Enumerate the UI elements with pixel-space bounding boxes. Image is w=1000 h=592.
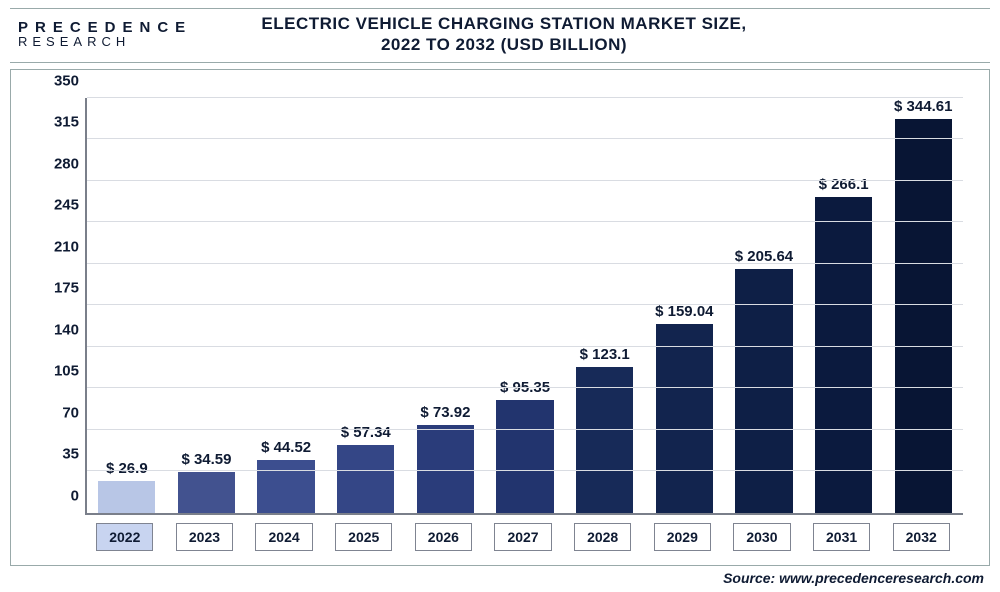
bar-slot: $ 73.92 [406,98,486,514]
title-line1: ELECTRIC VEHICLE CHARGING STATION MARKET… [168,13,840,34]
gridline [87,470,963,471]
x-label-box: 2023 [165,523,245,551]
logo-bottom: RESEARCH [18,35,168,49]
gridline [87,263,963,264]
bar-value-label: $ 123.1 [580,346,630,363]
chart-title: ELECTRIC VEHICLE CHARGING STATION MARKET… [168,13,990,56]
bar-slot: $ 266.1 [804,98,884,514]
x-axis-labels: 2022 2023 2024 2025 2026 2027 2028 2029 2030 2031… [85,523,961,551]
x-label-box: 2029 [642,523,722,551]
plot-area: $ 26.9 $ 34.59 $ 44.52 $ 57.34 $ 73.92 $ 95.3… [85,98,963,516]
y-tick-label: 245 [33,197,79,214]
x-axis-label: 2029 [654,523,711,551]
bar-value-label: $ 159.04 [655,303,713,320]
chart-area: $ 26.9 $ 34.59 $ 44.52 $ 57.34 $ 73.92 $ 95.3… [10,69,990,567]
x-label-box: 2031 [802,523,882,551]
bar [417,425,474,513]
y-tick-label: 140 [33,321,79,338]
bar-value-label: $ 57.34 [341,424,391,441]
gridline [87,221,963,222]
bar-value-label: $ 34.59 [181,451,231,468]
bar-slot: $ 344.61 [883,98,963,514]
x-label-box: 2032 [881,523,961,551]
gridline [87,346,963,347]
gridline [87,180,963,181]
x-axis-label: 2028 [574,523,631,551]
x-axis-label: 2032 [893,523,950,551]
chart-frame: PRECEDENCE RESEARCH ELECTRIC VEHICLE CHA… [0,0,1000,592]
gridline [87,429,963,430]
bar-value-label: $ 73.92 [420,404,470,421]
logo-top: PRECEDENCE [18,20,168,35]
y-tick-label: 70 [33,404,79,421]
title-line2: 2022 TO 2032 (USD BILLION) [168,34,840,55]
x-label-box: 2025 [324,523,404,551]
bar [895,119,952,514]
gridline [87,138,963,139]
bar-value-label: $ 344.61 [894,98,952,115]
bar [98,481,155,513]
bar-slot: $ 205.64 [724,98,804,514]
x-axis-label: 2025 [335,523,392,551]
y-tick-label: 105 [33,363,79,380]
x-axis-label: 2023 [176,523,233,551]
y-tick-label: 280 [33,155,79,172]
x-axis-label: 2024 [255,523,312,551]
y-tick-label: 35 [33,446,79,463]
y-tick-label: 175 [33,280,79,297]
x-label-box: 2024 [244,523,324,551]
bars-row: $ 26.9 $ 34.59 $ 44.52 $ 57.34 $ 73.92 $ 95.3… [87,98,963,514]
y-tick-label: 315 [33,114,79,131]
y-tick-label: 0 [33,488,79,505]
bar-slot: $ 123.1 [565,98,645,514]
bar [576,367,633,513]
x-label-box: 2022 [85,523,165,551]
x-axis-label: 2031 [813,523,870,551]
bar-slot: $ 159.04 [644,98,724,514]
header: PRECEDENCE RESEARCH ELECTRIC VEHICLE CHA… [10,8,990,63]
bar [656,324,713,513]
x-axis-label: 2027 [494,523,551,551]
bar-slot: $ 57.34 [326,98,406,514]
y-tick-label: 210 [33,238,79,255]
gridline [87,304,963,305]
bar-value-label: $ 26.9 [106,460,148,477]
x-axis-label: 2030 [733,523,790,551]
x-label-box: 2030 [722,523,802,551]
bar-value-label: $ 44.52 [261,439,311,456]
gridline [87,97,963,98]
bar [337,445,394,513]
y-tick-label: 350 [33,72,79,89]
bar-slot: $ 26.9 [87,98,167,514]
x-label-box: 2027 [483,523,563,551]
bar [735,269,792,513]
gridline [87,387,963,388]
bar-slot: $ 95.35 [485,98,565,514]
x-axis-label: 2026 [415,523,472,551]
logo: PRECEDENCE RESEARCH [10,20,168,49]
x-axis-label: 2022 [96,523,153,551]
bar [815,197,872,513]
bar [178,472,235,513]
bar-slot: $ 34.59 [167,98,247,514]
x-label-box: 2028 [563,523,643,551]
bar [257,460,314,513]
bar [496,400,553,513]
source-label: Source: www.precedenceresearch.com [10,566,990,586]
x-label-box: 2026 [404,523,484,551]
bar-slot: $ 44.52 [246,98,326,514]
